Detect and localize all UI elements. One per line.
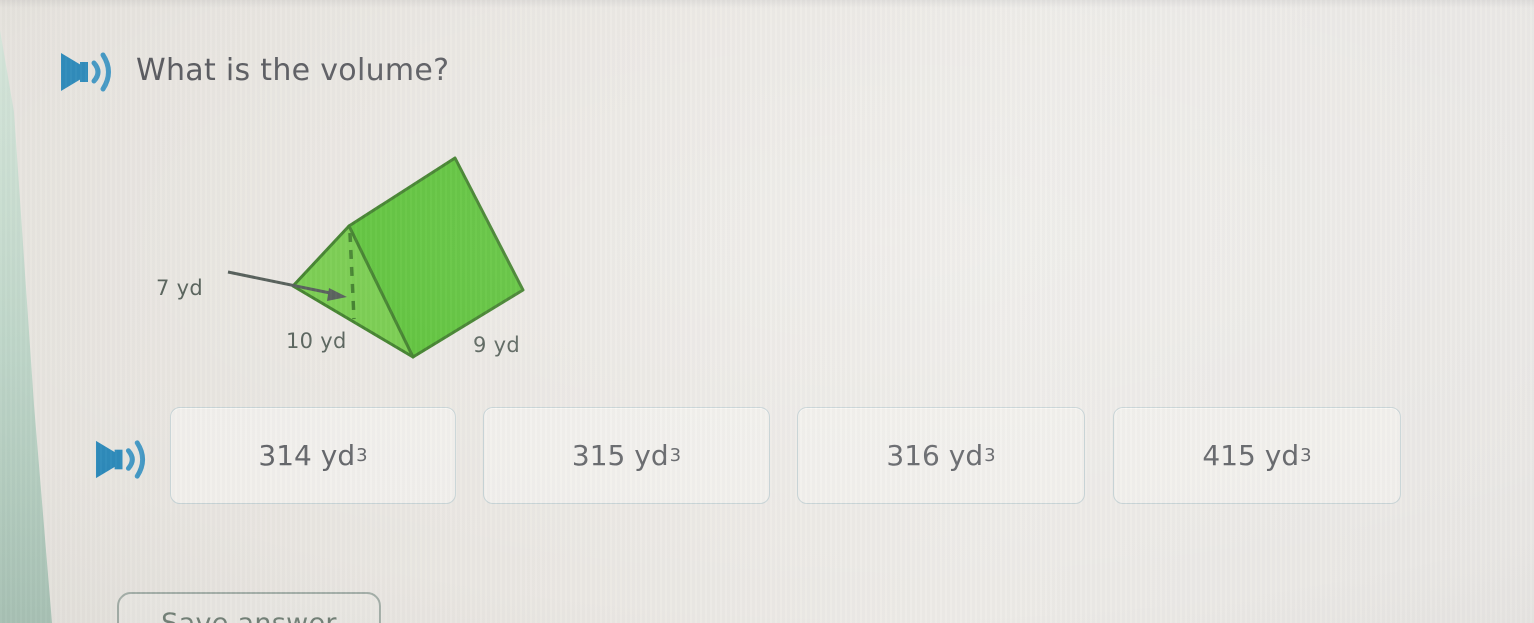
height-leader-line [227, 270, 331, 295]
height-leader-arrowhead [327, 288, 347, 301]
question-text: What is the volume? [136, 53, 450, 88]
save-answer-label: Save answer [161, 608, 337, 623]
answer-option-415[interactable]: 415 yd 3 [1113, 407, 1401, 504]
dimension-label-depth: 9 yd [473, 333, 520, 357]
triangle-height-dashed-line [348, 232, 356, 320]
prism-figure: 7 yd 10 yd 9 yd [140, 140, 560, 375]
prism-drawing [227, 156, 525, 359]
dimension-label-height: 7 yd [156, 276, 203, 300]
dimension-label-base: 10 yd [286, 329, 347, 353]
answer-option-315[interactable]: 315 yd 3 [483, 407, 770, 504]
question-audio-button[interactable] [60, 47, 114, 97]
answer-value: 415 yd [1202, 439, 1300, 472]
answer-option-314[interactable]: 314 yd 3 [170, 407, 456, 504]
screen-edge-decoration [0, 30, 52, 623]
answer-value: 314 yd [258, 439, 356, 472]
answer-value: 316 yd [886, 439, 984, 472]
save-answer-button[interactable]: Save answer [117, 592, 381, 623]
answers-audio-button[interactable] [95, 435, 148, 484]
answer-option-316[interactable]: 316 yd 3 [797, 407, 1085, 504]
speaker-icon [95, 440, 146, 479]
speaker-icon [61, 52, 111, 92]
answer-value: 315 yd [571, 439, 669, 472]
